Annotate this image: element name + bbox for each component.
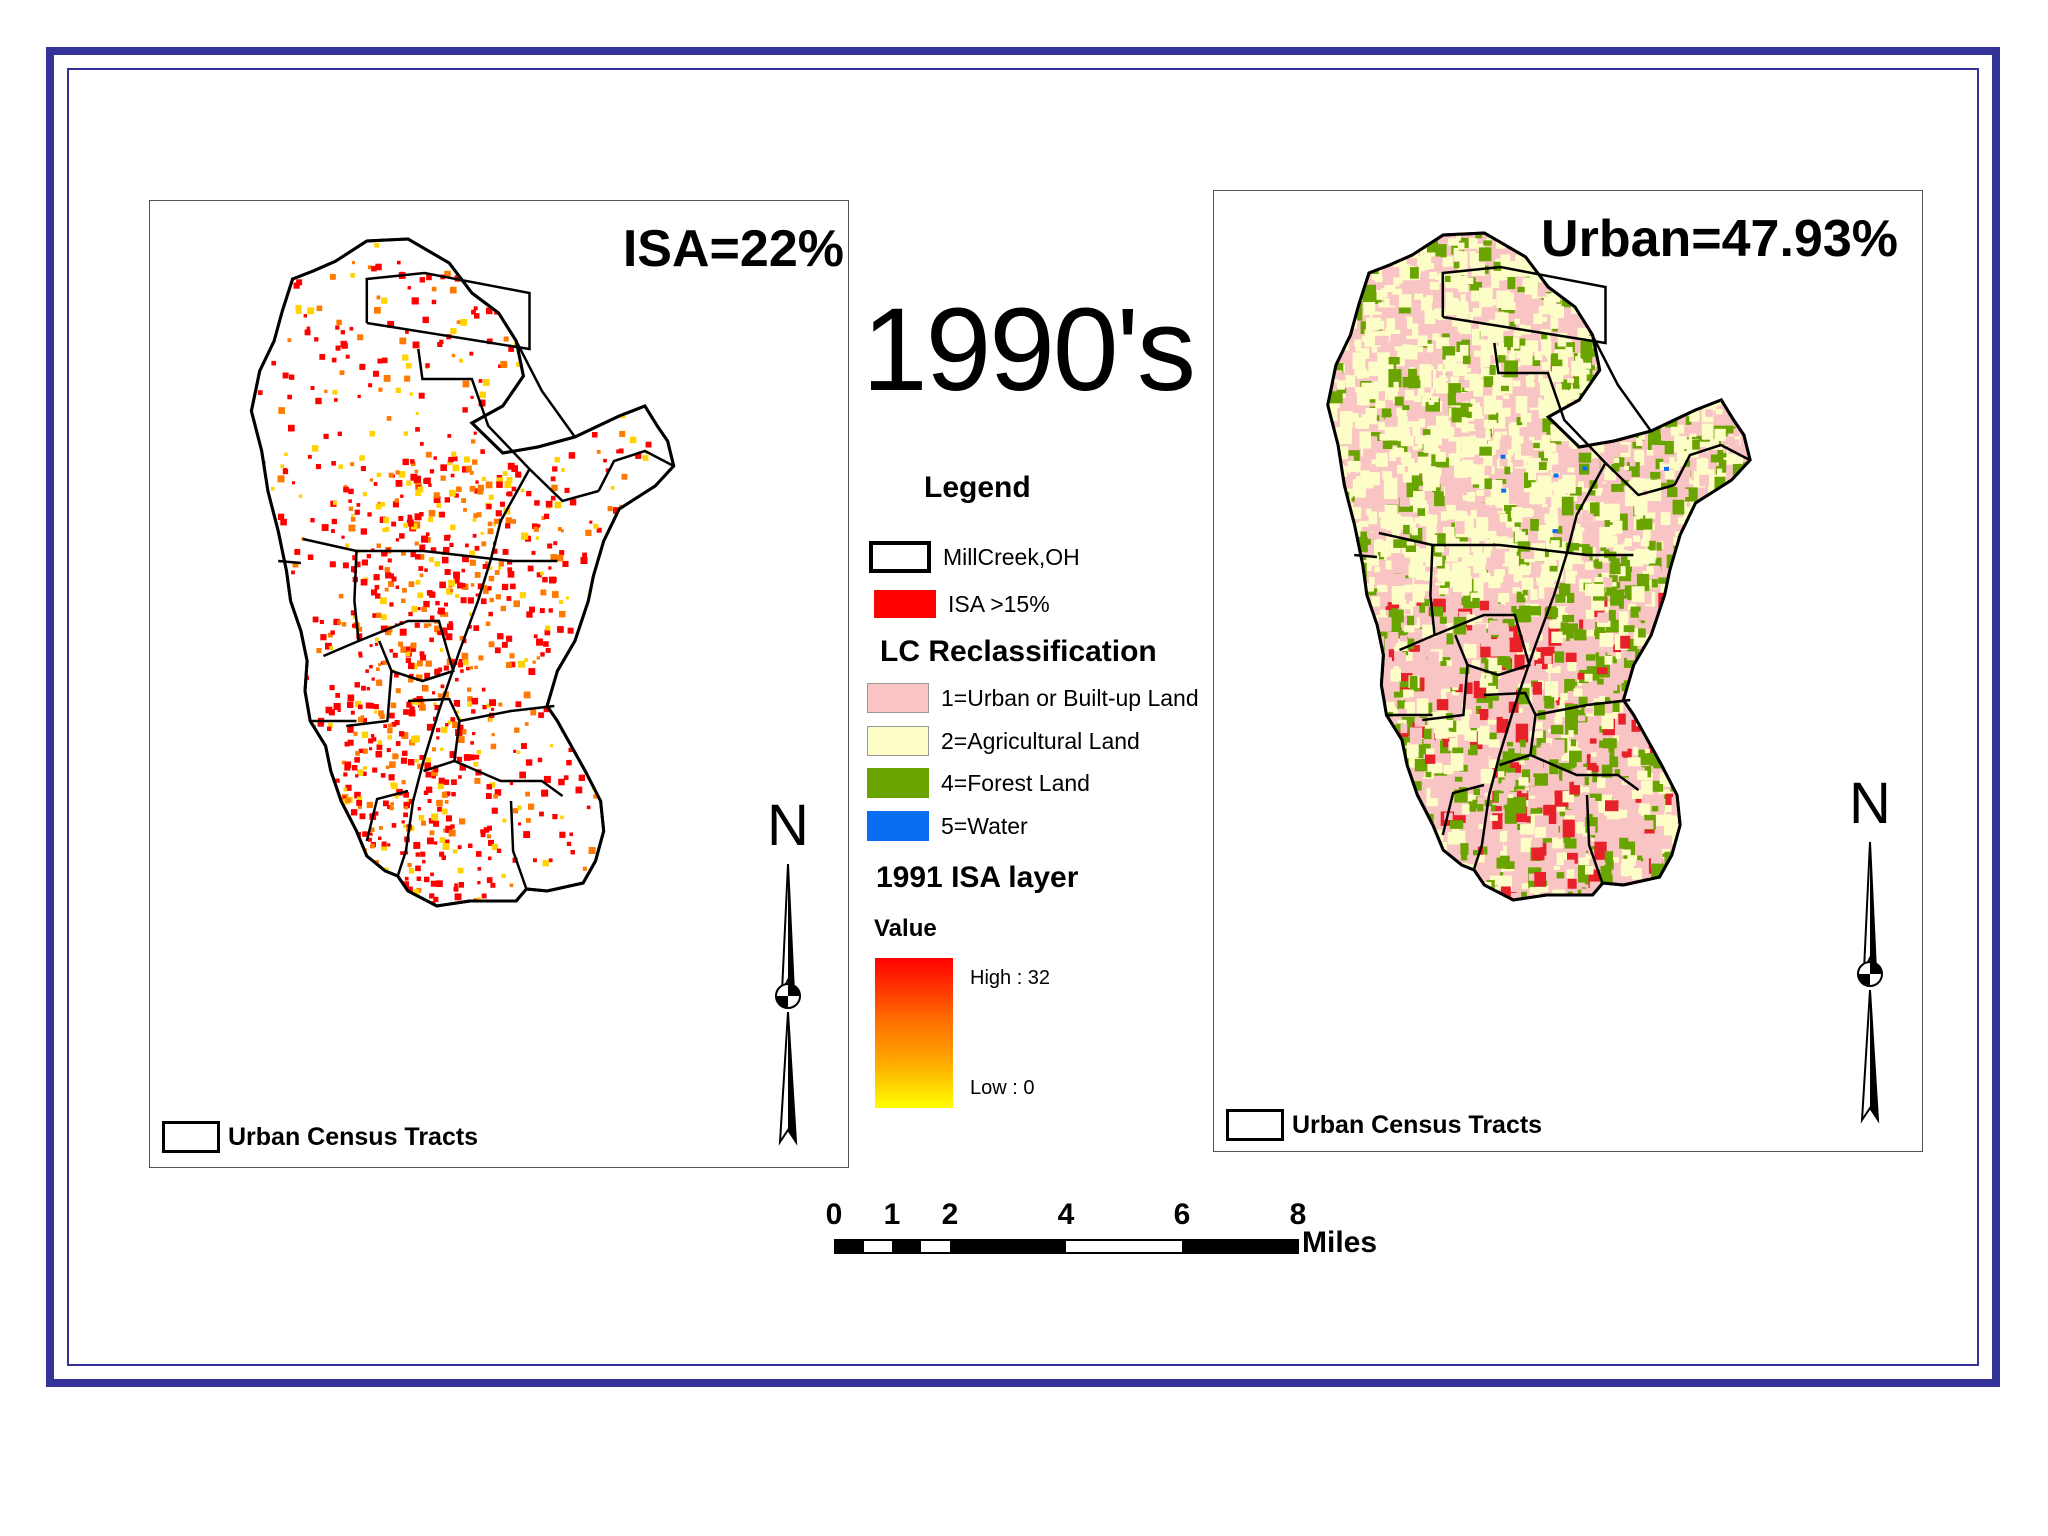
legend-label: 4=Forest Land <box>941 769 1090 796</box>
scale-tick-label: 8 <box>1289 1198 1307 1231</box>
isa-layer-heading: 1991 ISA layer <box>876 861 1079 894</box>
north-arrow-icon <box>775 863 801 1146</box>
north-arrow: N <box>758 792 818 1152</box>
isa-swatch <box>874 590 936 618</box>
legend-label: 2=Agricultural Land <box>941 727 1140 754</box>
ramp-high-label: High : 32 <box>970 967 1051 989</box>
value-heading: Value <box>874 915 937 942</box>
boundary-swatch <box>869 541 931 573</box>
scale-bar: 0 1 2 4 6 8 Miles <box>826 1198 1394 1278</box>
scale-tick-label: 2 <box>941 1198 959 1231</box>
isa-map-panel: ISA=22% Urban Census Tracts <box>149 200 849 1168</box>
legend-item-isa: ISA >15% <box>874 590 1050 618</box>
north-letter: N <box>767 793 809 858</box>
urban-census-tracts-key: Urban Census Tracts <box>1226 1109 1542 1141</box>
land-cover-map-panel: Urban=47.93% Urban Census Tracts <box>1213 190 1923 1152</box>
census-tract-boundaries <box>1354 265 1751 884</box>
legend-label: MillCreek,OH <box>943 543 1080 570</box>
north-letter: N <box>1849 771 1891 836</box>
inner-frame <box>67 68 1979 1366</box>
urban-census-tracts-key: Urban Census Tracts <box>162 1121 478 1153</box>
legend-label: 1=Urban or Built-up Land <box>941 684 1199 711</box>
isa-color-ramp <box>875 958 953 1108</box>
legend-label: ISA >15% <box>948 590 1050 617</box>
ramp-low-label: Low : 0 <box>970 1077 1035 1099</box>
urban-census-tracts-label: Urban Census Tracts <box>1292 1110 1543 1139</box>
scale-tick-label: 6 <box>1173 1198 1191 1231</box>
decade-title: 1990's <box>862 284 1196 416</box>
tract-outline-swatch <box>1226 1109 1284 1141</box>
outer-frame <box>46 47 2000 1387</box>
scale-units: Miles <box>1302 1226 1378 1259</box>
legend-item-forest: 4=Forest Land <box>867 768 1090 798</box>
isa-percent-title: ISA=22% <box>622 220 844 278</box>
legend-item-agricultural: 2=Agricultural Land <box>867 726 1140 756</box>
tract-outline-swatch <box>162 1121 220 1153</box>
urban-swatch <box>867 683 929 713</box>
agricultural-swatch <box>867 726 929 756</box>
north-arrow: N <box>1840 770 1900 1130</box>
water-swatch <box>867 811 929 841</box>
legend-label: 5=Water <box>941 812 1028 839</box>
lc-reclassification-heading: LC Reclassification <box>880 635 1157 668</box>
scale-bar-segments <box>834 1239 1299 1254</box>
legend-item-millcreek: MillCreek,OH <box>869 541 1080 573</box>
isa-map <box>249 237 676 908</box>
forest-swatch <box>867 768 929 798</box>
urban-percent-title: Urban=47.93% <box>1541 210 1898 268</box>
urban-census-tracts-label: Urban Census Tracts <box>228 1122 479 1151</box>
watershed-boundary <box>1326 231 1752 902</box>
census-tract-boundaries <box>278 271 675 890</box>
legend-item-urban: 1=Urban or Built-up Land <box>867 683 1199 713</box>
north-arrow-icon <box>1857 841 1883 1124</box>
land-cover-map <box>1326 231 1752 902</box>
watershed-boundary <box>249 237 676 908</box>
legend-heading: Legend <box>924 471 1031 504</box>
legend-item-water: 5=Water <box>867 811 1028 841</box>
scale-tick-label: 4 <box>1057 1198 1075 1231</box>
scale-tick-label: 0 <box>825 1198 843 1231</box>
scale-tick-label: 1 <box>883 1198 901 1231</box>
